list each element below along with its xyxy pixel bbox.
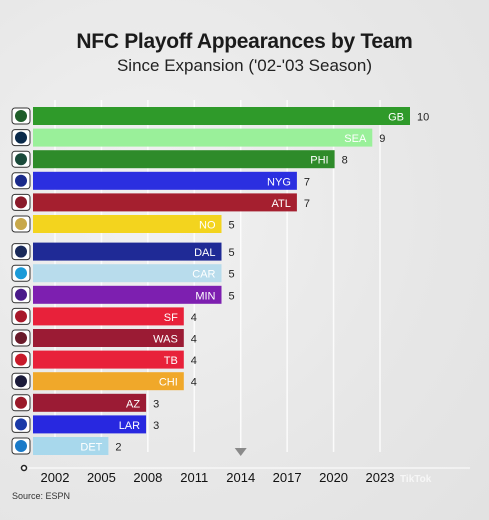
bar-label-sf: SF [164, 312, 178, 324]
bar-label-car: CAR [192, 269, 215, 281]
x-tick-2014: 2014 [226, 470, 255, 485]
bar-gb [33, 107, 410, 125]
source-note: Source: ESPN [12, 491, 71, 501]
bar-sea [33, 128, 373, 147]
x-tick-2020: 2020 [319, 470, 348, 485]
team-logo-icon-nyg [15, 174, 27, 187]
value-label-chi: 4 [191, 377, 197, 389]
bar-label-atl: ATL [272, 198, 291, 210]
title-block: NFC Playoff Appearances by Team Since Ex… [0, 30, 489, 76]
bar-label-dal: DAL [194, 247, 215, 259]
bar-label-phi: PHI [310, 155, 328, 167]
value-label-lar: 3 [153, 420, 159, 432]
value-label-phi: 8 [342, 155, 348, 167]
team-logo-icon-min [15, 288, 27, 301]
bar-label-nyg: NYG [267, 176, 291, 188]
team-logo-icon-phi [15, 153, 27, 166]
team-logo-icon-was [15, 332, 27, 344]
team-logo-icon-az [15, 396, 27, 409]
team-logo-icon-car [15, 267, 27, 280]
timeline-marker-icon [234, 448, 247, 456]
bar-label-sea: SEA [344, 133, 367, 145]
bar-label-az: AZ [126, 398, 140, 410]
bar-label-chi: CHI [159, 377, 178, 389]
bar-label-lar: LAR [119, 420, 140, 432]
timeline-start-icon [20, 464, 28, 472]
team-logo-icon-det [15, 440, 27, 452]
team-logo-icon-tb [15, 353, 27, 366]
value-label-nyg: 7 [304, 176, 310, 188]
chart-title: NFC Playoff Appearances by Team [76, 30, 413, 53]
team-logo-icon-lar [15, 418, 27, 431]
bar-chi [33, 372, 184, 391]
team-logo-icon-gb [15, 110, 27, 122]
bar-label-was: WAS [153, 334, 178, 346]
bar-label-gb: GB [388, 112, 404, 124]
value-label-det: 2 [115, 442, 121, 454]
x-tick-2002: 2002 [41, 470, 70, 485]
x-tick-2017: 2017 [273, 470, 302, 485]
bar-az [33, 393, 147, 412]
x-tick-2008: 2008 [133, 470, 162, 485]
team-logo-icon-chi [15, 375, 27, 388]
x-tick-2005: 2005 [87, 470, 116, 485]
bar-label-no: NO [199, 220, 216, 232]
value-label-car: 5 [229, 269, 235, 281]
bar-lar [33, 415, 147, 434]
bar-label-det: DET [80, 442, 102, 454]
team-logo-icon-no [15, 218, 27, 230]
value-label-no: 5 [229, 220, 235, 232]
value-label-sea: 9 [379, 133, 385, 145]
team-logo-icon-sea [15, 131, 27, 144]
bar-dal [33, 242, 222, 261]
value-label-sf: 4 [191, 312, 197, 324]
value-label-min: 5 [229, 290, 235, 302]
chart-subtitle: Since Expansion ('02-'03 Season) [116, 56, 373, 75]
value-label-atl: 7 [304, 198, 310, 210]
x-tick-2011: 2011 [180, 470, 208, 485]
bar-atl [33, 193, 297, 212]
bar-phi [33, 150, 335, 169]
bar-det [33, 437, 109, 455]
team-logo-icon-dal [15, 245, 27, 258]
bar-was [33, 329, 184, 347]
bar-min [33, 285, 222, 304]
value-label-dal: 5 [229, 247, 235, 259]
team-logo-icon-sf [15, 310, 27, 323]
bar-tb [33, 350, 184, 369]
bar-label-tb: TB [164, 355, 178, 367]
value-label-gb: 10 [417, 112, 429, 124]
bar-label-min: MIN [195, 290, 215, 302]
bar-sf [33, 307, 184, 326]
x-tick-2023: 2023 [366, 470, 395, 485]
bar-nyg [33, 171, 297, 190]
team-logo-icon-atl [15, 196, 27, 209]
bar-car [33, 264, 222, 283]
watermark: TikTok [400, 474, 432, 485]
bar-no [33, 215, 222, 233]
value-label-az: 3 [153, 398, 159, 410]
value-label-tb: 4 [191, 355, 197, 367]
value-label-was: 4 [191, 334, 197, 346]
